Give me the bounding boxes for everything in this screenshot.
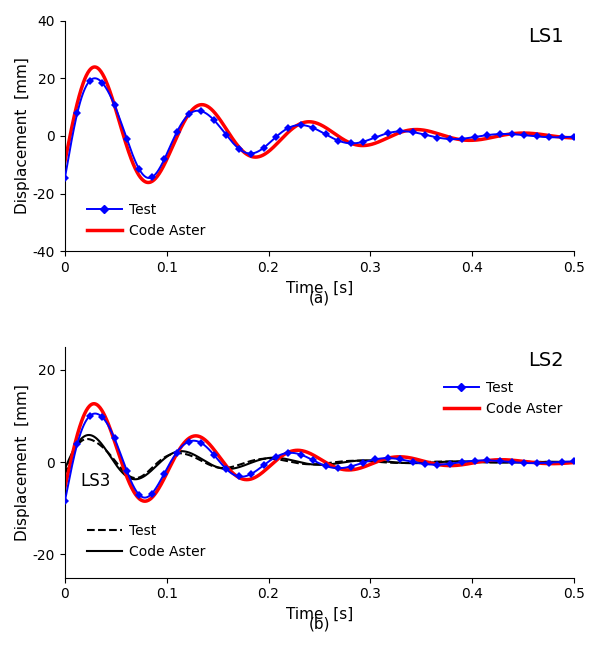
Text: (b): (b)	[309, 617, 330, 632]
Text: LS3: LS3	[80, 472, 110, 490]
Text: (a): (a)	[309, 291, 330, 306]
Legend: Test, Code Aster: Test, Code Aster	[87, 524, 205, 559]
Text: LS1: LS1	[528, 27, 564, 47]
Y-axis label: Displacement  [mm]: Displacement [mm]	[15, 57, 30, 214]
Y-axis label: Displacement  [mm]: Displacement [mm]	[15, 384, 30, 541]
Text: LS2: LS2	[528, 351, 564, 370]
X-axis label: Time  [s]: Time [s]	[286, 607, 353, 622]
Legend: Test, Code Aster: Test, Code Aster	[87, 203, 205, 238]
X-axis label: Time  [s]: Time [s]	[286, 281, 353, 296]
